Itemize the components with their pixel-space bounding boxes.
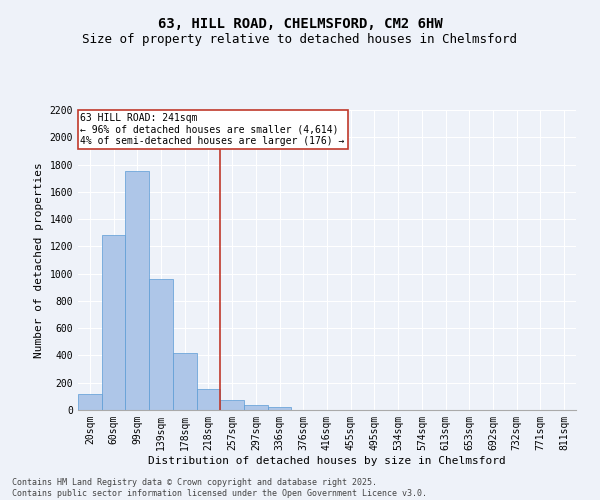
X-axis label: Distribution of detached houses by size in Chelmsford: Distribution of detached houses by size … — [148, 456, 506, 466]
Bar — [220, 400, 244, 410]
Bar — [78, 394, 102, 410]
Text: 63 HILL ROAD: 241sqm
← 96% of detached houses are smaller (4,614)
4% of semi-det: 63 HILL ROAD: 241sqm ← 96% of detached h… — [80, 113, 345, 146]
Text: Contains HM Land Registry data © Crown copyright and database right 2025.
Contai: Contains HM Land Registry data © Crown c… — [12, 478, 427, 498]
Bar — [102, 236, 125, 410]
Bar — [197, 389, 220, 410]
Bar — [125, 172, 149, 410]
Bar — [173, 352, 197, 410]
Text: 63, HILL ROAD, CHELMSFORD, CM2 6HW: 63, HILL ROAD, CHELMSFORD, CM2 6HW — [158, 18, 442, 32]
Y-axis label: Number of detached properties: Number of detached properties — [34, 162, 44, 358]
Text: Size of property relative to detached houses in Chelmsford: Size of property relative to detached ho… — [83, 32, 517, 46]
Bar — [244, 405, 268, 410]
Bar — [149, 279, 173, 410]
Bar — [268, 407, 292, 410]
